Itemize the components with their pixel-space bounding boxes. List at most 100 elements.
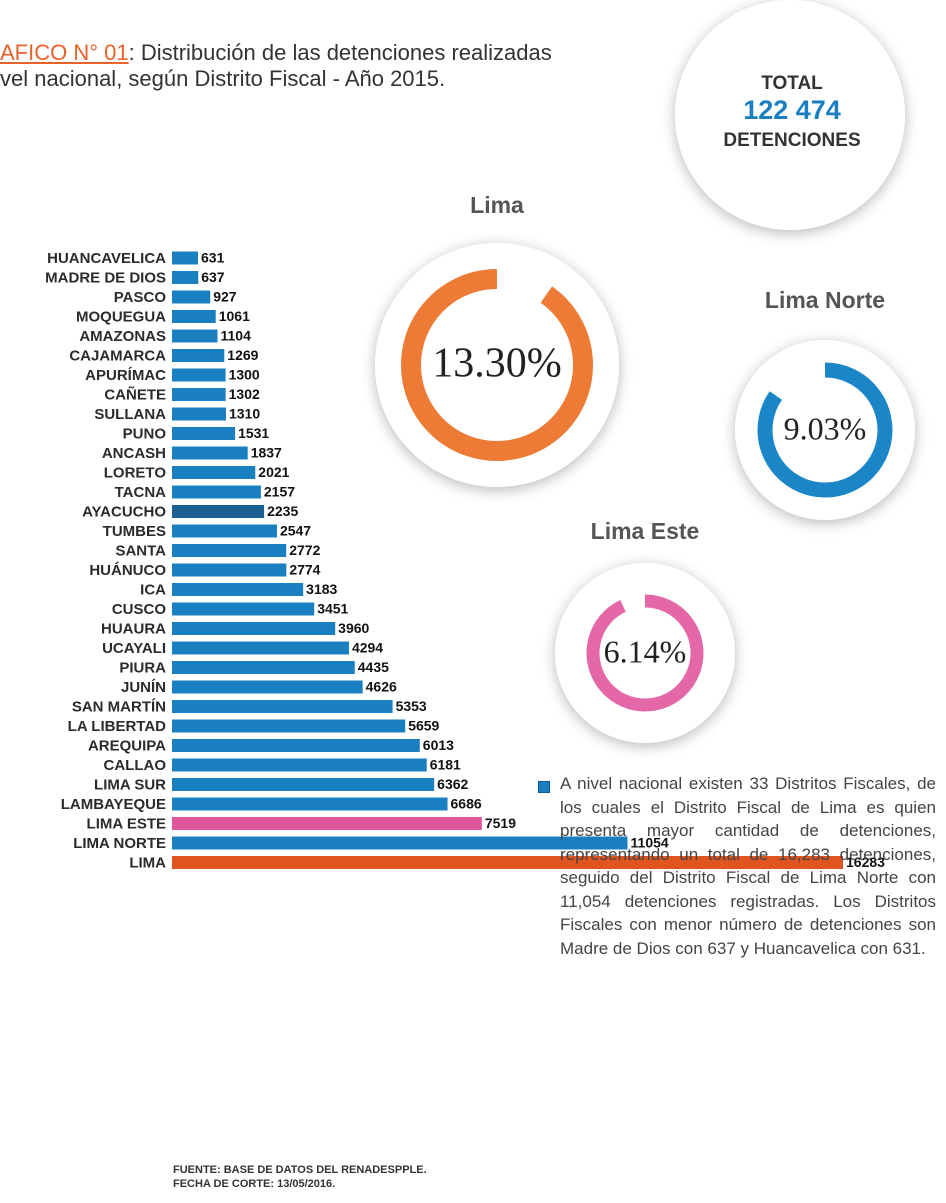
category-label: AYACUCHO [82, 503, 166, 520]
total-unit: DETENCIONES [723, 130, 860, 151]
bar [172, 856, 843, 869]
bar [172, 836, 628, 850]
category-label: MOQUEGUA [76, 308, 166, 325]
bar [172, 329, 218, 343]
category-label: CALLAO [104, 757, 167, 774]
highlight-name: Lima Norte [765, 287, 885, 313]
category-label: HUAURA [101, 620, 166, 637]
value-label: 3451 [317, 601, 348, 617]
category-label: AREQUIPA [88, 737, 166, 754]
value-label: 1531 [238, 425, 269, 441]
donut-label: 13.30% [432, 341, 562, 387]
category-label: CUSCO [112, 601, 167, 618]
value-label: 6362 [437, 776, 468, 792]
category-label: LAMBAYEQUE [61, 796, 166, 813]
category-label: LIMA [129, 854, 166, 871]
bar [172, 719, 406, 733]
highlight-name: Lima [470, 192, 524, 218]
bar [172, 271, 199, 284]
bar [172, 544, 287, 557]
value-label: 2547 [280, 523, 311, 539]
category-label: PASCO [114, 289, 167, 306]
category-label: LIMA ESTE [87, 815, 166, 832]
donut-ring [586, 594, 704, 712]
category-label: PUNO [123, 425, 167, 442]
bar [172, 310, 216, 323]
value-label: 927 [213, 289, 237, 305]
category-label: PIURA [119, 659, 166, 676]
bar [172, 797, 448, 811]
category-label: TACNA [115, 484, 167, 501]
value-label: 1061 [219, 308, 250, 324]
category-label: HUANCAVELICA [47, 250, 166, 267]
footer-date: FECHA DE CORTE: 13/05/2016. [173, 1178, 336, 1190]
category-label: LA LIBERTAD [68, 718, 166, 735]
category-label: TUMBES [103, 523, 166, 540]
footer: FUENTE: BASE DE DATOS DEL RENADESPPLE. FE… [173, 1163, 427, 1191]
category-label: SAN MARTÍN [72, 698, 166, 715]
bar [172, 661, 355, 674]
category-label: UCAYALI [102, 640, 166, 657]
value-label: 2021 [258, 464, 289, 480]
category-label: HUÁNUCO [89, 562, 166, 579]
category-label: CAÑETE [104, 385, 166, 403]
bar [172, 602, 315, 616]
value-label: 2774 [289, 562, 320, 578]
category-label: SANTA [115, 542, 166, 559]
footer-source: FUENTE: BASE DE DATOS DEL RENADESPPLE. [173, 1164, 427, 1176]
total-circle [675, 0, 905, 230]
category-label: SULLANA [94, 406, 166, 423]
value-label: 6013 [423, 737, 454, 753]
bar [172, 524, 277, 538]
bar [172, 583, 304, 596]
value-label: 1302 [229, 386, 260, 402]
bar [172, 758, 427, 772]
bar [172, 485, 261, 499]
bar [172, 349, 225, 362]
bar [172, 817, 482, 830]
title-line: vel nacional, según Distrito Fiscal - Añ… [0, 66, 446, 91]
value-label: 637 [201, 269, 225, 285]
value-label: 5659 [408, 718, 439, 734]
value-label: 4294 [352, 640, 383, 656]
title-line: : Distribución de las detenciones realiz… [128, 40, 552, 65]
value-label: 3960 [338, 620, 369, 636]
category-label: AMAZONAS [79, 328, 166, 345]
bar [172, 778, 435, 791]
value-label: 6181 [430, 757, 461, 773]
value-label: 3183 [306, 581, 337, 597]
category-label: JUNÍN [121, 679, 166, 696]
donut-label: 9.03% [784, 410, 867, 446]
value-label: 2157 [264, 484, 295, 500]
value-label: 1269 [227, 347, 258, 363]
value-label: 1104 [220, 328, 251, 344]
bar [172, 466, 256, 479]
bar [172, 680, 363, 694]
value-label: 6686 [451, 796, 482, 812]
bar [172, 407, 226, 421]
value-label: 4435 [358, 659, 389, 675]
value-label: 2235 [267, 503, 298, 519]
bar [172, 505, 265, 518]
bar [172, 368, 226, 382]
highlight-name: Lima Este [591, 518, 700, 544]
value-label: 1310 [229, 406, 260, 422]
donut-label: 6.14% [604, 633, 687, 669]
donut-ring [401, 269, 593, 461]
value-label: 5353 [396, 698, 427, 714]
note: A nivel nacional existen 33 Distritos Fi… [560, 774, 936, 958]
donut-ring [757, 362, 893, 498]
bar [172, 251, 199, 265]
title-number: AFICO N° 01 [0, 40, 129, 65]
bar [172, 446, 248, 460]
category-label: LORETO [104, 464, 167, 481]
total-label: TOTAL [761, 73, 823, 94]
value-label: 631 [201, 250, 225, 266]
value-label: 2772 [289, 542, 320, 558]
value-label: 16283 [846, 854, 885, 870]
value-label: 7519 [485, 815, 516, 831]
bar [172, 563, 287, 577]
value-label: 4626 [366, 679, 397, 695]
